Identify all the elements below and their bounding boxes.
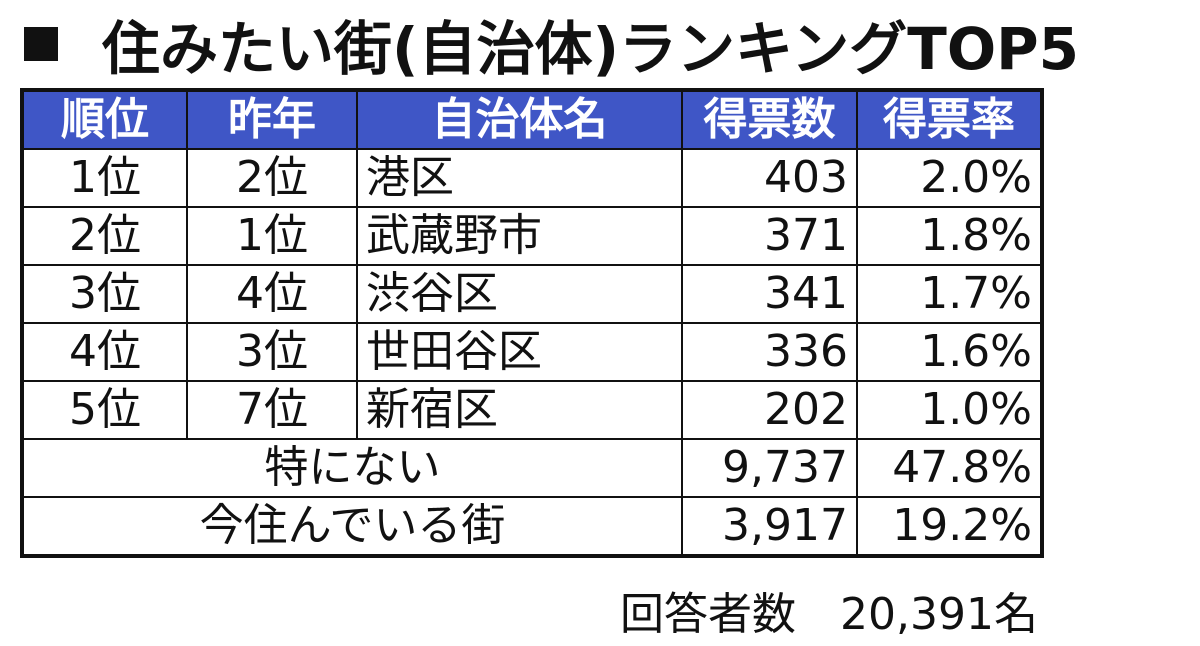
table-cell: 1.7% [856, 264, 1043, 324]
table-row: 4位 3位 世田谷区 336 1.6% [21, 322, 1043, 382]
table-cell: 港区 [356, 148, 683, 208]
header-cell: 得票率 [856, 89, 1043, 150]
table-cell: 1位 [186, 206, 358, 266]
table-cell: 336 [681, 322, 858, 382]
summary-row: 今住んでいる街 3,917 19.2% [21, 496, 1043, 557]
table-cell: 3位 [21, 264, 188, 324]
table-cell: 2位 [21, 206, 188, 266]
table-cell: 武蔵野市 [356, 206, 683, 266]
table-cell: 新宿区 [356, 380, 683, 440]
table-cell: 1.6% [856, 322, 1043, 382]
table-row: 2位 1位 武蔵野市 371 1.8% [21, 206, 1043, 266]
summary-row: 特にない 9,737 47.8% [21, 438, 1043, 498]
table-cell: 1位 [21, 148, 188, 208]
header-cell: 順位 [21, 89, 188, 150]
table-cell: 2位 [186, 148, 358, 208]
table-cell: 2.0% [856, 148, 1043, 208]
table-row: 3位 4位 渋谷区 341 1.7% [21, 264, 1043, 324]
table-row: 1位 2位 港区 403 2.0% [21, 148, 1043, 208]
title: 住みたい街(自治体)ランキングTOP5 [102, 15, 1080, 83]
summary-cell: 3,917 [681, 496, 858, 557]
summary-cell: 特にない [21, 438, 683, 498]
table-cell: 202 [681, 380, 858, 440]
table-cell: 1.8% [856, 206, 1043, 266]
summary-cell: 9,737 [681, 438, 858, 498]
summary-cell: 19.2% [856, 496, 1043, 557]
table-cell: 1.0% [856, 380, 1043, 440]
table-cell: 3位 [186, 322, 358, 382]
table-cell: 4位 [186, 264, 358, 324]
table-cell: 4位 [21, 322, 188, 382]
header-cell: 昨年 [186, 89, 358, 150]
title-bar: 住みたい街(自治体)ランキングTOP5 [12, 4, 1079, 84]
ranking-table: 順位 昨年 自治体名 得票数 得票率 1位 2位 港区 403 2.0% 2位 1位 武蔵野市 371 1… [20, 88, 1044, 558]
table-cell: 7位 [186, 380, 358, 440]
table-cell: 世田谷区 [356, 322, 683, 382]
table-cell: 341 [681, 264, 858, 324]
table-cell: 403 [681, 148, 858, 208]
footer-label: 回答者数 [620, 589, 797, 640]
summary-cell: 47.8% [856, 438, 1043, 498]
header-row: 順位 昨年 自治体名 得票数 得票率 [21, 89, 1043, 150]
footer-value: 20,391名 [840, 589, 1038, 640]
summary-cell: 今住んでいる街 [21, 496, 683, 557]
table-row: 5位 7位 新宿区 202 1.0% [21, 380, 1043, 440]
table-cell: 渋谷区 [356, 264, 683, 324]
header-cell: 得票数 [681, 89, 858, 150]
title-marker [24, 27, 58, 61]
table-cell: 371 [681, 206, 858, 266]
header-cell: 自治体名 [356, 89, 683, 150]
footer: 回答者数 20,391名 [620, 578, 1038, 642]
table-cell: 5位 [21, 380, 188, 440]
